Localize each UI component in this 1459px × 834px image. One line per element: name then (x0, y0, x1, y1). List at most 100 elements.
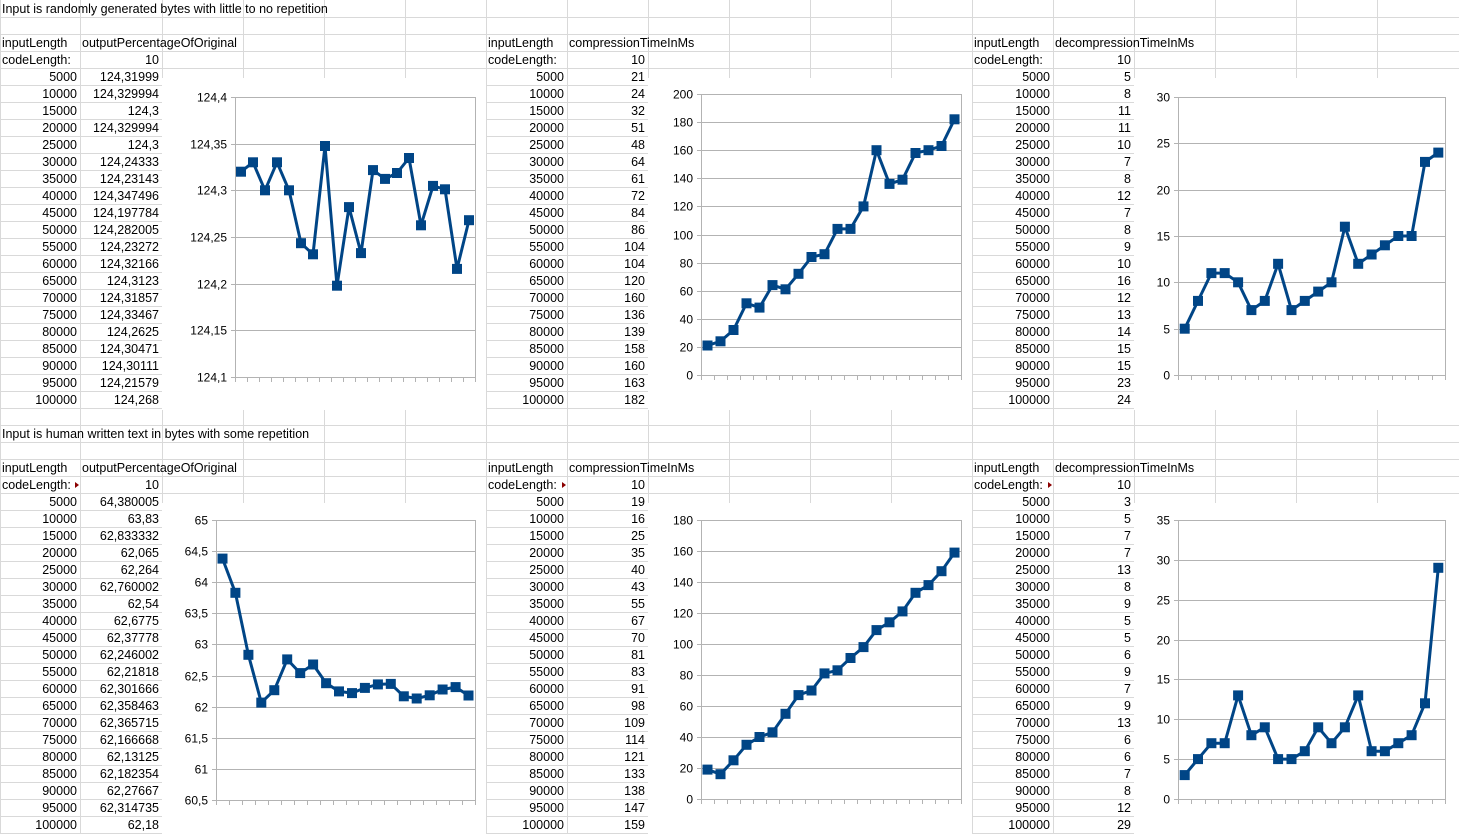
code-length-value[interactable]: 10 (631, 478, 645, 492)
cell-input-length[interactable]: 65000 (1015, 699, 1050, 713)
cell-metric-value[interactable]: 62,6775 (113, 614, 159, 628)
cell-metric-value[interactable]: 25 (631, 529, 645, 543)
cell-input-length[interactable]: 40000 (529, 189, 564, 203)
cell-input-length[interactable]: 85000 (42, 342, 77, 356)
code-length-label[interactable]: codeLength: (974, 478, 1043, 492)
cell-metric-value[interactable]: 120 (624, 274, 645, 288)
cell-metric-value[interactable]: 12 (1117, 291, 1131, 305)
cell-input-length[interactable]: 100000 (35, 818, 77, 832)
cell-metric-value[interactable]: 32 (631, 104, 645, 118)
cell-input-length[interactable]: 50000 (529, 648, 564, 662)
cell-metric-value[interactable]: 9 (1124, 665, 1131, 679)
cell-input-length[interactable]: 75000 (529, 308, 564, 322)
cell-metric-value[interactable]: 124,31999 (99, 70, 159, 84)
comment-indicator-icon[interactable] (562, 482, 566, 488)
column-header-input-length[interactable]: inputLength (488, 461, 554, 475)
cell-metric-value[interactable]: 138 (624, 784, 645, 798)
cell-input-length[interactable]: 5000 (536, 495, 564, 509)
cell-input-length[interactable]: 70000 (1015, 716, 1050, 730)
cell-input-length[interactable]: 35000 (1015, 597, 1050, 611)
cell-input-length[interactable]: 95000 (529, 376, 564, 390)
code-length-label[interactable]: codeLength: (974, 53, 1043, 67)
cell-input-length[interactable]: 85000 (529, 767, 564, 781)
cell-input-length[interactable]: 10000 (42, 87, 77, 101)
cell-metric-value[interactable]: 12 (1117, 189, 1131, 203)
column-header-input-length[interactable]: inputLength (488, 36, 554, 50)
cell-input-length[interactable]: 90000 (1015, 784, 1050, 798)
line-chart[interactable]: 124,1 124,15 124,2 124,25 124,3 124,35 124,4 (162, 78, 486, 410)
cell-metric-value[interactable]: 6 (1124, 750, 1131, 764)
cell-input-length[interactable]: 15000 (1015, 529, 1050, 543)
cell-metric-value[interactable]: 124,24333 (99, 155, 159, 169)
cell-metric-value[interactable]: 163 (624, 376, 645, 390)
cell-metric-value[interactable]: 12 (1117, 801, 1131, 815)
cell-metric-value[interactable]: 29 (1117, 818, 1131, 832)
cell-metric-value[interactable]: 91 (631, 682, 645, 696)
cell-input-length[interactable]: 45000 (529, 631, 564, 645)
cell-input-length[interactable]: 50000 (529, 223, 564, 237)
cell-input-length[interactable]: 30000 (529, 155, 564, 169)
cell-input-length[interactable]: 50000 (1015, 223, 1050, 237)
cell-input-length[interactable]: 60000 (42, 257, 77, 271)
cell-metric-value[interactable]: 5 (1124, 70, 1131, 84)
cell-input-length[interactable]: 10000 (529, 512, 564, 526)
cell-input-length[interactable]: 5000 (1022, 70, 1050, 84)
cell-input-length[interactable]: 60000 (529, 257, 564, 271)
cell-input-length[interactable]: 90000 (42, 784, 77, 798)
cell-input-length[interactable]: 10000 (42, 512, 77, 526)
cell-metric-value[interactable]: 13 (1117, 716, 1131, 730)
cell-metric-value[interactable]: 124,33467 (99, 308, 159, 322)
cell-metric-value[interactable]: 7 (1124, 206, 1131, 220)
cell-metric-value[interactable]: 10 (1117, 138, 1131, 152)
cell-metric-value[interactable]: 14 (1117, 325, 1131, 339)
cell-metric-value[interactable]: 81 (631, 648, 645, 662)
code-length-value[interactable]: 10 (631, 53, 645, 67)
cell-input-length[interactable]: 35000 (1015, 172, 1050, 186)
cell-metric-value[interactable]: 62,13125 (106, 750, 159, 764)
cell-input-length[interactable]: 50000 (42, 648, 77, 662)
cell-metric-value[interactable]: 160 (624, 291, 645, 305)
cell-input-length[interactable]: 55000 (1015, 665, 1050, 679)
cell-metric-value[interactable]: 124,31857 (99, 291, 159, 305)
cell-metric-value[interactable]: 124,3 (127, 104, 159, 118)
cell-input-length[interactable]: 5000 (1022, 495, 1050, 509)
cell-input-length[interactable]: 30000 (1015, 155, 1050, 169)
cell-metric-value[interactable]: 13 (1117, 308, 1131, 322)
cell-input-length[interactable]: 5000 (536, 70, 564, 84)
cell-metric-value[interactable]: 133 (624, 767, 645, 781)
cell-metric-value[interactable]: 62,065 (120, 546, 159, 560)
cell-input-length[interactable]: 40000 (1015, 614, 1050, 628)
cell-input-length[interactable]: 95000 (42, 801, 77, 815)
cell-metric-value[interactable]: 72 (631, 189, 645, 203)
cell-input-length[interactable]: 55000 (529, 240, 564, 254)
cell-input-length[interactable]: 70000 (1015, 291, 1050, 305)
cell-input-length[interactable]: 50000 (1015, 648, 1050, 662)
cell-metric-value[interactable]: 124,347496 (92, 189, 159, 203)
column-header-metric[interactable]: compressionTimeInMs (569, 461, 695, 475)
section-heading[interactable]: Input is randomly generated bytes with l… (2, 2, 328, 16)
cell-input-length[interactable]: 20000 (529, 546, 564, 560)
cell-input-length[interactable]: 75000 (1015, 308, 1050, 322)
cell-metric-value[interactable]: 124,329994 (92, 121, 159, 135)
cell-input-length[interactable]: 40000 (42, 614, 77, 628)
cell-metric-value[interactable]: 62,314735 (99, 801, 159, 815)
cell-metric-value[interactable]: 6 (1124, 648, 1131, 662)
cell-input-length[interactable]: 10000 (529, 87, 564, 101)
section-heading[interactable]: Input is human written text in bytes wit… (2, 427, 310, 441)
cell-metric-value[interactable]: 7 (1124, 767, 1131, 781)
cell-metric-value[interactable]: 124,3 (127, 138, 159, 152)
cell-metric-value[interactable]: 35 (631, 546, 645, 560)
cell-metric-value[interactable]: 61 (631, 172, 645, 186)
cell-metric-value[interactable]: 8 (1124, 580, 1131, 594)
cell-input-length[interactable]: 75000 (529, 733, 564, 747)
cell-input-length[interactable]: 45000 (1015, 206, 1050, 220)
cell-metric-value[interactable]: 62,37778 (106, 631, 159, 645)
cell-metric-value[interactable]: 16 (1117, 274, 1131, 288)
cell-metric-value[interactable]: 7 (1124, 546, 1131, 560)
cell-metric-value[interactable]: 62,182354 (99, 767, 159, 781)
column-header-input-length[interactable]: inputLength (2, 36, 68, 50)
cell-input-length[interactable]: 55000 (1015, 240, 1050, 254)
cell-input-length[interactable]: 100000 (1008, 393, 1050, 407)
cell-metric-value[interactable]: 6 (1124, 733, 1131, 747)
